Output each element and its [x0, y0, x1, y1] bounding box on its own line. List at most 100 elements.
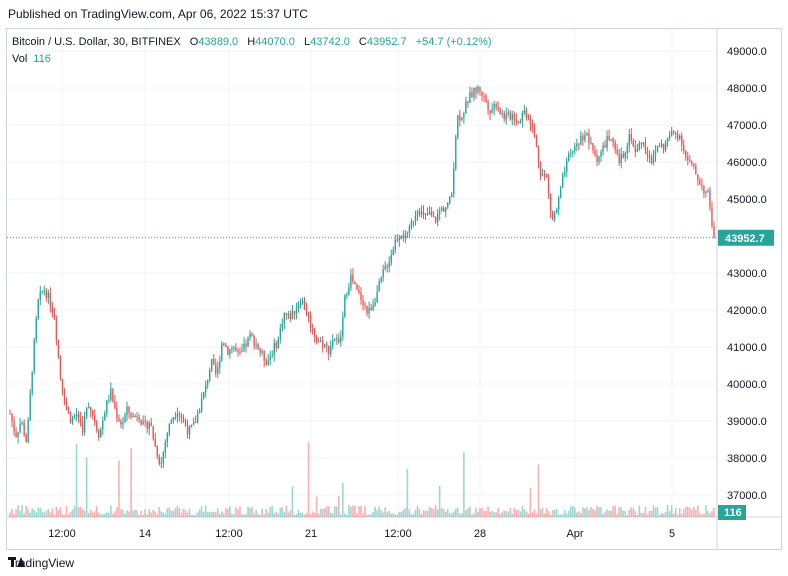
volume-bar: [713, 507, 715, 517]
candle-body: [94, 415, 96, 423]
candle-body: [130, 412, 132, 418]
volume-bar: [279, 507, 282, 517]
candle-body: [612, 138, 614, 143]
candle-body: [37, 299, 39, 319]
volume-bar: [25, 505, 27, 517]
volume-bar: [124, 513, 126, 517]
candle-body: [568, 153, 570, 161]
candle-body: [67, 408, 70, 412]
volume-bar: [709, 513, 711, 517]
volume-bar: [422, 510, 425, 517]
volume-bar: [315, 496, 318, 517]
candle-body: [305, 309, 308, 314]
footer-brand[interactable]: TradingView: [8, 556, 74, 570]
volume-bar: [247, 506, 249, 517]
volume-bar: [89, 509, 92, 517]
volume-bar: [116, 507, 118, 517]
volume-bar: [190, 514, 193, 517]
candle-body: [681, 135, 683, 145]
volume-bar: [618, 507, 620, 517]
close-value: 43952.7: [366, 36, 407, 48]
volume-bar: [257, 513, 259, 517]
volume-bar: [662, 513, 665, 517]
candle-body: [35, 318, 37, 341]
candle-body: [346, 294, 348, 296]
volume-bar: [705, 505, 707, 517]
volume-bar: [559, 514, 562, 517]
volume-bar: [590, 507, 592, 517]
volume-bar: [245, 514, 247, 517]
volume-bar: [239, 506, 241, 517]
volume-bar: [206, 512, 209, 517]
candle-body: [81, 422, 84, 433]
candle-body: [168, 423, 171, 434]
volume-bar: [664, 511, 667, 517]
volume-bar: [418, 509, 421, 517]
candle-body: [461, 117, 463, 121]
volume-bar: [555, 508, 558, 517]
y-tick-label: 37000.0: [727, 490, 767, 502]
candle-body: [638, 143, 641, 150]
volume-bar: [178, 508, 181, 517]
candle-body: [705, 191, 707, 193]
candle-body: [473, 87, 475, 98]
candle-body: [459, 115, 461, 121]
candle-body: [487, 102, 489, 111]
candle-body: [588, 133, 590, 144]
candle-body: [511, 114, 513, 120]
candle-body: [475, 87, 477, 93]
volume-bar: [628, 509, 631, 517]
volume-bar: [529, 487, 532, 517]
candle-body: [362, 299, 364, 306]
candle-body: [416, 211, 419, 216]
candle-body: [442, 207, 445, 212]
candlestick-chart[interactable]: 49000.048000.047000.046000.045000.044000…: [7, 29, 781, 549]
volume-bar: [475, 507, 477, 517]
candle-body: [386, 266, 388, 268]
candle-body: [321, 340, 324, 348]
volume-bar: [541, 507, 544, 517]
candle-body: [233, 347, 235, 349]
volume-bar: [126, 510, 128, 517]
volume-bar: [63, 514, 66, 517]
candle-body: [521, 112, 524, 122]
candle-body: [51, 306, 54, 313]
y-tick-label: 41000.0: [727, 342, 767, 354]
candle-body: [122, 422, 124, 425]
candle-body: [564, 171, 566, 175]
candle-body: [664, 142, 667, 150]
candle-body: [408, 226, 411, 233]
last-price-badge: [718, 229, 774, 246]
candle-body: [136, 415, 138, 418]
volume-bar: [549, 514, 552, 517]
volume-bar: [499, 513, 501, 517]
volume-bar: [293, 514, 296, 517]
volume-bar: [267, 513, 270, 517]
volume-bar: [23, 513, 25, 517]
volume-bar: [229, 506, 231, 517]
candle-body: [561, 174, 564, 188]
volume-bar: [701, 514, 703, 517]
volume-bar: [283, 512, 286, 517]
volume-bar: [317, 513, 320, 517]
candle-body: [672, 131, 675, 133]
volume-bar: [174, 507, 177, 517]
volume-bar: [586, 507, 588, 517]
candle-body: [555, 209, 558, 213]
candle-body: [406, 232, 409, 234]
volume-bar: [329, 512, 332, 517]
volume-bar: [75, 443, 78, 517]
candle-body: [25, 435, 27, 443]
candle-body: [457, 115, 459, 138]
open-label: O: [189, 36, 199, 48]
volume-bar: [404, 507, 407, 517]
volume-legend: Vol 116: [12, 53, 51, 65]
candle-body: [539, 162, 542, 177]
candle-body: [106, 400, 108, 414]
candle-body: [332, 340, 334, 346]
candle-body: [223, 343, 225, 346]
candle-body: [378, 281, 380, 292]
chart-frame[interactable]: 49000.048000.047000.046000.045000.044000…: [6, 28, 782, 550]
volume-bar: [436, 509, 439, 517]
volume-bar: [325, 506, 328, 517]
